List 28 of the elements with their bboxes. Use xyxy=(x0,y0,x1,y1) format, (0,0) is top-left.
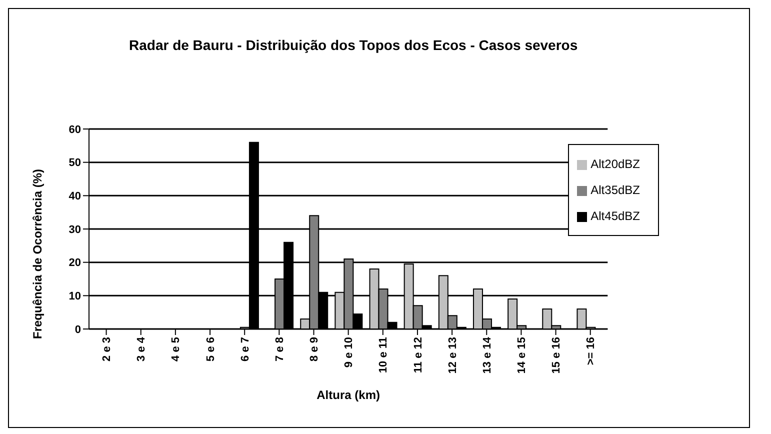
x-tick-label: 2 e 3 xyxy=(101,337,114,362)
x-tick-label: 7 e 8 xyxy=(274,337,286,362)
x-axis-title: Altura (km) xyxy=(316,388,380,402)
x-tick-label: 14 e 15 xyxy=(516,337,528,374)
x-tick-label: 15 e 16 xyxy=(550,337,563,374)
x-tick-label: 12 e 13 xyxy=(446,337,459,374)
x-tick-label: 6 e 7 xyxy=(239,337,252,362)
y-tick-label: 30 xyxy=(68,224,81,236)
y-tick-label: 40 xyxy=(68,190,81,203)
x-tick-label: 13 e 14 xyxy=(481,336,494,374)
legend-label: Alt20dBZ xyxy=(590,157,640,171)
y-tick-label: 60 xyxy=(68,124,81,136)
x-tick-label: 9 e 10 xyxy=(343,337,356,368)
legend-label: Alt45dBZ xyxy=(590,209,640,223)
x-tick-label: 11 e 12 xyxy=(412,337,424,374)
chart-title: Radar de Bauru - Distribuição dos Topos dos Ecos - Casos severos xyxy=(129,36,579,55)
x-tick-label: 10 e 11 xyxy=(378,337,390,374)
x-tick-label: >= 16 xyxy=(585,337,598,366)
y-tick-label: 10 xyxy=(68,290,81,303)
x-tick-label: 8 e 9 xyxy=(308,337,321,362)
y-axis-title: Frequência de Ocorrência (%) xyxy=(30,168,44,339)
x-tick-label: 4 e 5 xyxy=(170,337,182,362)
x-tick-label: 5 e 6 xyxy=(204,337,217,362)
y-tick-label: 0 xyxy=(74,324,81,336)
legend-label: Alt35dBZ xyxy=(590,183,640,197)
y-tick-label: 50 xyxy=(68,157,81,170)
y-tick-label: 20 xyxy=(68,257,81,270)
x-tick-label: 3 e 4 xyxy=(136,336,148,362)
